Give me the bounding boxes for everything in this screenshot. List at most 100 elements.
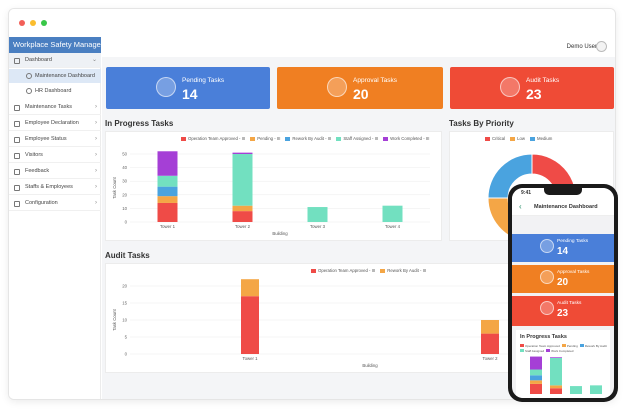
- maximize-dot[interactable]: [41, 20, 47, 26]
- sidebar-item-staffs-employees[interactable]: Staffs & Employees ›: [9, 180, 101, 195]
- legend-swatch: [546, 349, 551, 352]
- card-value: 23: [526, 86, 542, 102]
- in-progress-chart: 0 10 20 30 40 50 Tower 1 Tower 2 Tower 3 Tower 4 B…: [112, 151, 430, 236]
- back-icon[interactable]: ‹: [519, 202, 522, 211]
- legend-label: Work Completed - III: [390, 136, 430, 141]
- legend-swatch: [250, 136, 256, 141]
- legend-label: Pending: [566, 344, 578, 348]
- wrench-icon: [14, 105, 20, 111]
- phone-title: Maintenance Dashboard: [534, 204, 598, 210]
- bar-segment: [530, 356, 542, 370]
- y-tick-label: 30: [122, 179, 127, 184]
- user-menu[interactable]: Demo User: [566, 41, 607, 53]
- pending-tasks-card[interactable]: Pending Tasks 14: [106, 67, 270, 109]
- sidebar-item-configuration[interactable]: Configuration ›: [9, 196, 101, 211]
- y-tick-label: 10: [122, 206, 127, 211]
- legend-label: Critical: [492, 136, 506, 141]
- card-label: Approval Tasks: [353, 77, 397, 84]
- phone-mockup: 9:41 ‹ Maintenance Dashboard Pending Tas…: [508, 184, 618, 402]
- sidebar-subitem-hr-dashboard[interactable]: HR Dashboard: [9, 84, 101, 98]
- phone-header: ‹ Maintenance Dashboard: [512, 198, 614, 216]
- document-icon: [14, 121, 20, 127]
- sidebar-item-employee-status[interactable]: Employee Status ›: [9, 132, 101, 147]
- chevron-right-icon: ›: [95, 184, 97, 190]
- y-tick-label: 0: [125, 352, 128, 357]
- main-content: Demo User Pending Tasks 14 Approval Task…: [102, 37, 615, 399]
- card-value: 23: [557, 308, 569, 319]
- sidebar-item-visitors[interactable]: Visitors ›: [9, 148, 101, 163]
- audit-legend: Operation Team Approved - III Rework By A…: [306, 268, 426, 273]
- legend-swatch: [530, 136, 536, 141]
- bulb-icon: [540, 301, 554, 315]
- sidebar: Workplace Safety Manage... Dashboard ⌄ M…: [9, 37, 101, 399]
- bar-segment: [481, 320, 499, 334]
- sidebar-item-employee-declaration[interactable]: Employee Declaration ›: [9, 116, 101, 131]
- bar-segment: [550, 357, 562, 358]
- legend-swatch: [336, 136, 342, 141]
- gear-icon: [14, 201, 20, 207]
- phone-section-title: In Progress Tasks: [520, 334, 567, 340]
- legend-label: Rework By Audit: [584, 344, 607, 348]
- minimize-dot[interactable]: [30, 20, 36, 26]
- x-axis-label: Building: [362, 363, 378, 368]
- sidebar-item-label: Visitors: [25, 152, 43, 158]
- legend-swatch: [520, 349, 524, 352]
- x-tick-label: Tower 2: [235, 224, 251, 229]
- in-progress-legend: Operation Team Approved - III Pending - I…: [176, 136, 429, 141]
- phone-pending-card[interactable]: Pending Tasks 14: [512, 234, 614, 262]
- close-dot[interactable]: [19, 20, 25, 26]
- sidebar-item-maintenance-tasks[interactable]: Maintenance Tasks ›: [9, 100, 101, 115]
- legend-swatch: [579, 344, 584, 347]
- approval-tasks-card[interactable]: Approval Tasks 20: [277, 67, 443, 109]
- legend-label: Operation Team Approved: [525, 344, 560, 348]
- phone-approval-card[interactable]: Approval Tasks 20: [512, 265, 614, 293]
- card-label: Pending Tasks: [557, 239, 589, 244]
- inbox-icon: [540, 239, 554, 253]
- feedback-icon: [14, 169, 20, 175]
- priority-title: Tasks By Priority: [449, 119, 514, 128]
- legend-swatch: [380, 268, 386, 273]
- sidebar-item-dashboard[interactable]: Dashboard ⌄: [9, 53, 101, 68]
- users-icon: [14, 185, 20, 191]
- bar-segment: [570, 386, 582, 394]
- sidebar-item-label: Dashboard: [25, 57, 52, 63]
- phone-in-progress-panel: In Progress Tasks Operation Team Approve…: [516, 330, 610, 398]
- legend-swatch: [285, 136, 291, 141]
- bulb-icon: [500, 77, 520, 97]
- gauge-icon: [26, 88, 32, 94]
- bar-segment: [481, 333, 499, 354]
- phone-screen: 9:41 ‹ Maintenance Dashboard Pending Tas…: [512, 188, 614, 398]
- chevron-right-icon: ›: [95, 136, 97, 142]
- approval-icon: [540, 270, 554, 284]
- audit-tasks-card[interactable]: Audit Tasks 23: [450, 67, 614, 109]
- legend-swatch: [383, 136, 389, 141]
- y-tick-label: 40: [122, 165, 127, 170]
- legend-label: Operation Team Approved - III: [318, 268, 376, 273]
- legend-label: Operation Team Approved - III: [188, 136, 246, 141]
- x-axis-label: Building: [272, 231, 288, 236]
- legend-label: Work Completed: [551, 349, 574, 353]
- bar-segment: [382, 205, 403, 222]
- visitor-icon: [14, 153, 20, 159]
- sidebar-item-label: HR Dashboard: [35, 88, 72, 94]
- card-label: Pending Tasks: [182, 77, 225, 84]
- bar-segment: [232, 211, 253, 222]
- y-tick-label: 20: [122, 192, 127, 197]
- phone-audit-card[interactable]: Audit Tasks 23: [512, 296, 614, 326]
- bar-segment: [550, 358, 562, 386]
- card-value: 14: [557, 246, 569, 257]
- brand-title[interactable]: Workplace Safety Manage...: [9, 37, 101, 53]
- user-name: Demo User: [566, 44, 597, 50]
- sidebar-subitem-maintenance-dashboard[interactable]: Maintenance Dashboard: [9, 69, 101, 83]
- y-tick-label: 10: [122, 318, 127, 323]
- y-tick-label: 5: [125, 335, 128, 340]
- sidebar-item-feedback[interactable]: Feedback ›: [9, 164, 101, 179]
- bar-segment: [157, 151, 178, 176]
- user-check-icon: [14, 137, 20, 143]
- bar-segment: [232, 205, 253, 212]
- bar-segment: [550, 388, 562, 394]
- x-tick-label: Tower 1: [242, 356, 258, 361]
- legend-swatch: [520, 344, 524, 347]
- card-value: 20: [353, 86, 369, 102]
- avatar[interactable]: [596, 41, 607, 52]
